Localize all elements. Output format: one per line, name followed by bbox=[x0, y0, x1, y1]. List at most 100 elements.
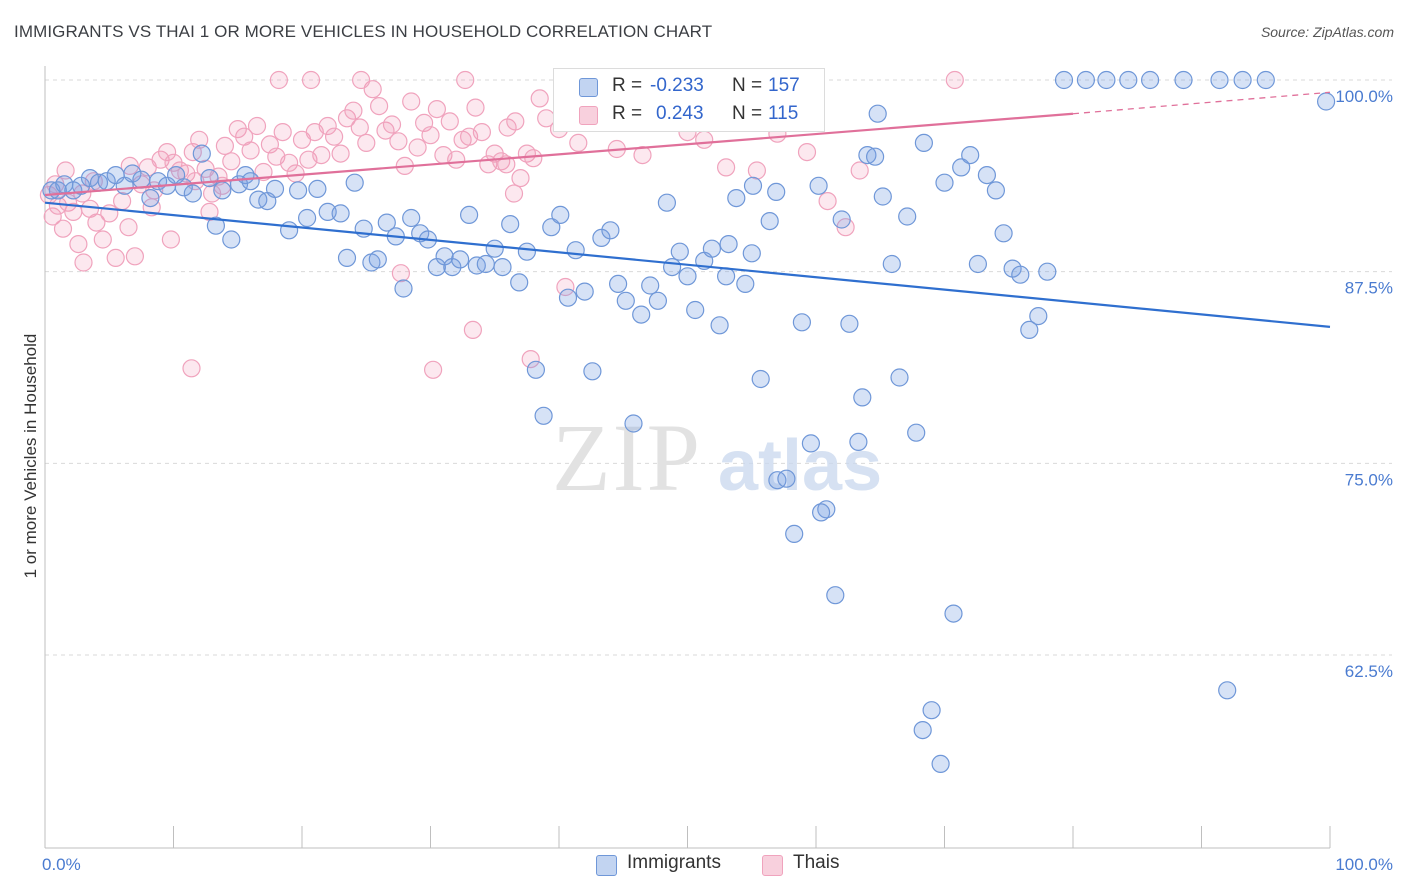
immigrants-point bbox=[402, 208, 421, 228]
immigrants-point bbox=[517, 242, 537, 261]
thais-point bbox=[391, 264, 410, 283]
immigrants-point bbox=[935, 173, 954, 192]
immigrants-point bbox=[308, 179, 327, 198]
immigrants-point bbox=[952, 158, 971, 177]
immigrants-point bbox=[460, 205, 479, 224]
immigrants-point bbox=[265, 179, 285, 198]
y-tick-label: 62.5% bbox=[1345, 662, 1393, 681]
immigrants-point bbox=[451, 250, 470, 269]
thais-point bbox=[254, 162, 273, 182]
thais-point bbox=[556, 277, 575, 297]
immigrants-point bbox=[662, 258, 682, 277]
immigrants-point bbox=[249, 190, 268, 209]
immigrants-point bbox=[868, 104, 887, 123]
thais-point bbox=[87, 213, 106, 232]
immigrants-point bbox=[394, 279, 413, 298]
r-label: R = bbox=[612, 75, 643, 96]
thais-point bbox=[511, 169, 530, 188]
thais-point bbox=[222, 152, 241, 171]
thais-point bbox=[463, 320, 482, 339]
thais-point bbox=[447, 150, 466, 169]
immigrants-point bbox=[200, 169, 219, 188]
immigrants-point bbox=[931, 754, 950, 774]
immigrants-point bbox=[510, 273, 529, 292]
chart-title: IMMIGRANTS VS THAI 1 OR MORE VEHICLES IN… bbox=[14, 22, 713, 41]
thais-point bbox=[312, 146, 331, 165]
immigrants-point bbox=[485, 239, 504, 258]
immigrants-point bbox=[768, 471, 787, 490]
immigrants-point bbox=[648, 291, 668, 310]
immigrants-point bbox=[1233, 70, 1252, 90]
immigrants-point bbox=[657, 193, 677, 212]
immigrants-point bbox=[742, 244, 761, 263]
thais-point bbox=[427, 99, 446, 119]
immigrants-point bbox=[551, 205, 570, 224]
thais-point bbox=[280, 153, 299, 172]
thais-point bbox=[569, 133, 588, 152]
immigrants-point bbox=[1174, 70, 1193, 90]
immigrants-point bbox=[624, 414, 643, 433]
immigrants-point bbox=[583, 362, 602, 381]
immigrants-point bbox=[1210, 70, 1229, 90]
thais-point bbox=[408, 138, 427, 157]
thais-point bbox=[421, 126, 440, 145]
thais-trend-line bbox=[44, 112, 1074, 197]
immigrants-point bbox=[280, 221, 299, 240]
immigrants-point bbox=[575, 282, 594, 301]
thais-point bbox=[524, 149, 543, 168]
immigrants-point bbox=[882, 254, 901, 274]
thais-point bbox=[747, 161, 767, 180]
thais-point bbox=[93, 230, 112, 249]
immigrants-point bbox=[840, 314, 859, 333]
immigrants-point bbox=[241, 172, 260, 191]
immigrants-point bbox=[801, 434, 821, 453]
immigrants-point bbox=[1020, 320, 1039, 339]
immigrants-point bbox=[608, 274, 628, 293]
immigrants-point bbox=[898, 207, 917, 226]
immigrants-point bbox=[914, 133, 934, 152]
immigrants-point bbox=[467, 256, 486, 275]
r-value: -0.233 bbox=[650, 75, 704, 96]
immigrants-point bbox=[716, 267, 736, 286]
immigrants-point bbox=[192, 144, 211, 163]
immigrants-point bbox=[377, 213, 396, 232]
thais-point bbox=[497, 155, 516, 174]
immigrants-point bbox=[832, 210, 851, 229]
thais-legend-label: Thais bbox=[793, 852, 840, 873]
immigrants-point bbox=[141, 189, 160, 208]
thais-point bbox=[492, 152, 511, 171]
immigrants-point bbox=[1119, 70, 1138, 90]
y-tick-label: 87.5% bbox=[1345, 279, 1393, 298]
immigrants-point bbox=[123, 164, 142, 183]
immigrants-point bbox=[1029, 307, 1048, 326]
immigrants-point bbox=[183, 184, 202, 203]
immigrants-point bbox=[632, 305, 651, 324]
thais-point bbox=[850, 161, 869, 180]
legend-row-thais: R = 0.243 N = 115 bbox=[554, 100, 824, 130]
immigrants-trend-line bbox=[44, 201, 1331, 328]
thais-point bbox=[352, 70, 371, 90]
thais-point bbox=[466, 98, 485, 117]
immigrants-point bbox=[944, 604, 963, 623]
immigrants-point bbox=[858, 146, 877, 165]
thais-point bbox=[382, 115, 402, 134]
immigrants-point bbox=[443, 258, 462, 277]
immigrants-point bbox=[1076, 70, 1096, 90]
thais-point bbox=[247, 116, 267, 136]
immigrants-point bbox=[1097, 70, 1116, 90]
thais-legend-swatch bbox=[762, 855, 783, 876]
immigrants-point bbox=[767, 182, 786, 201]
watermark: ZIP atlas bbox=[552, 404, 882, 511]
immigrants-point bbox=[977, 166, 997, 185]
immigrants-point bbox=[601, 221, 620, 240]
thais-point bbox=[286, 164, 305, 183]
thais-point bbox=[228, 120, 247, 139]
watermark-zip: ZIP bbox=[552, 404, 702, 511]
thais-point bbox=[472, 123, 491, 142]
immigrants-point bbox=[345, 173, 364, 192]
x-tick-labels: 0.0% 100.0% bbox=[42, 855, 1393, 874]
immigrants-point bbox=[501, 215, 520, 234]
immigrants-point bbox=[826, 586, 845, 605]
correlation-legend: R = -0.233 N = 157 R = 0.243 N = 115 bbox=[553, 68, 825, 132]
immigrants-legend-swatch bbox=[596, 855, 617, 876]
